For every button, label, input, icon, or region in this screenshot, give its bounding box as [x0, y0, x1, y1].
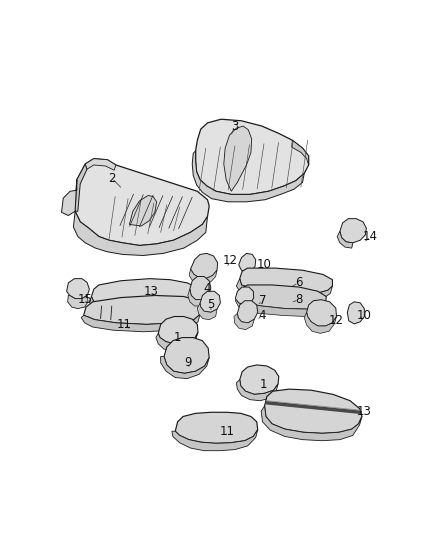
Text: 5: 5 — [207, 298, 215, 311]
Text: 11: 11 — [117, 318, 132, 332]
Polygon shape — [240, 365, 279, 394]
Text: 2: 2 — [108, 172, 116, 184]
Text: 6: 6 — [295, 276, 302, 289]
Polygon shape — [175, 413, 258, 443]
Polygon shape — [292, 140, 309, 165]
Polygon shape — [340, 219, 366, 243]
Polygon shape — [81, 314, 200, 332]
Polygon shape — [188, 289, 208, 306]
Polygon shape — [189, 269, 217, 285]
Polygon shape — [67, 295, 88, 309]
Text: 11: 11 — [220, 425, 235, 438]
Polygon shape — [307, 300, 336, 326]
Text: 7: 7 — [259, 294, 266, 307]
Polygon shape — [75, 159, 209, 246]
Text: 15: 15 — [77, 293, 92, 306]
Polygon shape — [190, 277, 211, 300]
Polygon shape — [235, 287, 254, 305]
Polygon shape — [237, 379, 278, 401]
Polygon shape — [172, 430, 258, 451]
Polygon shape — [337, 231, 353, 248]
Text: 12: 12 — [223, 254, 238, 267]
Polygon shape — [347, 302, 364, 324]
Text: 9: 9 — [184, 357, 191, 369]
Text: 8: 8 — [295, 293, 302, 306]
Polygon shape — [61, 180, 77, 215]
Polygon shape — [67, 279, 89, 298]
Polygon shape — [85, 159, 116, 170]
Text: 4: 4 — [258, 309, 265, 322]
Polygon shape — [164, 337, 209, 373]
Polygon shape — [84, 295, 202, 325]
Text: 13: 13 — [143, 285, 158, 298]
Text: 10: 10 — [257, 259, 272, 271]
Polygon shape — [130, 196, 156, 226]
Text: 14: 14 — [363, 230, 378, 243]
Polygon shape — [192, 151, 304, 202]
Polygon shape — [89, 296, 197, 314]
Polygon shape — [239, 253, 256, 272]
Polygon shape — [304, 312, 336, 333]
Polygon shape — [92, 279, 200, 309]
Text: 13: 13 — [356, 405, 371, 418]
Text: 4: 4 — [203, 281, 211, 295]
Polygon shape — [261, 406, 362, 441]
Polygon shape — [237, 301, 258, 323]
Polygon shape — [224, 126, 251, 191]
Polygon shape — [156, 332, 198, 351]
Polygon shape — [197, 303, 217, 320]
Polygon shape — [75, 164, 87, 211]
Polygon shape — [240, 285, 326, 309]
Polygon shape — [234, 313, 254, 330]
Polygon shape — [265, 389, 362, 433]
Polygon shape — [158, 317, 198, 344]
Polygon shape — [161, 357, 209, 378]
Polygon shape — [74, 211, 208, 255]
Text: 3: 3 — [231, 119, 238, 133]
Text: 12: 12 — [329, 314, 344, 327]
Polygon shape — [237, 279, 332, 300]
Text: 10: 10 — [356, 309, 371, 322]
Polygon shape — [200, 291, 220, 312]
Text: 1: 1 — [173, 331, 181, 344]
Polygon shape — [191, 253, 218, 279]
Polygon shape — [240, 268, 332, 293]
Polygon shape — [196, 119, 309, 195]
Polygon shape — [235, 294, 325, 317]
Text: 1: 1 — [260, 378, 267, 391]
